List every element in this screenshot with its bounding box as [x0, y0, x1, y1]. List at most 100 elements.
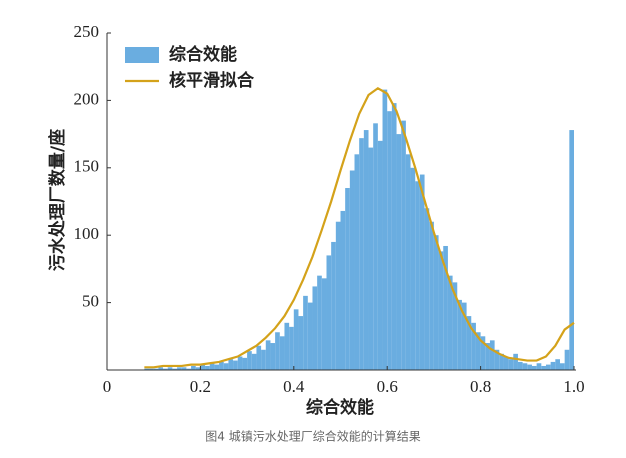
histogram-bar — [205, 365, 210, 370]
histogram-bar — [214, 364, 220, 370]
histogram-bar — [569, 130, 574, 370]
histogram-bar — [293, 309, 299, 370]
histogram-bar — [485, 343, 490, 370]
histogram-bar — [200, 364, 206, 370]
histogram-bar — [172, 368, 178, 370]
histogram-bar — [303, 295, 308, 370]
histogram-bar — [237, 356, 243, 370]
histogram-bar — [499, 353, 504, 370]
histogram-bar — [149, 368, 154, 370]
histogram-bar — [247, 351, 252, 370]
x-tick-label: 0.4 — [283, 377, 305, 396]
histogram-bar — [382, 89, 388, 370]
histogram-bar — [489, 340, 495, 370]
histogram-bar — [275, 332, 280, 370]
histogram-bar — [326, 255, 332, 370]
histogram-bar — [209, 363, 215, 370]
x-tick-label: 0.8 — [470, 377, 491, 396]
histogram-bar — [368, 147, 374, 370]
histogram-bar — [265, 340, 271, 370]
histogram-bar — [471, 322, 476, 370]
histogram-bar — [391, 103, 397, 370]
histogram-bar — [433, 235, 439, 370]
y-tick-label: 50 — [82, 292, 99, 311]
histogram-bar — [163, 368, 168, 370]
histogram-bar — [307, 302, 313, 370]
x-tick-label: 0.2 — [190, 377, 211, 396]
histogram-bar — [550, 361, 556, 370]
histogram-bar — [279, 336, 285, 370]
histogram-bar — [359, 138, 364, 370]
histogram-bar — [284, 322, 290, 370]
histogram-bar — [531, 365, 537, 370]
caption: 图4 城镇污水处理厂综合效能的计算结果 — [205, 429, 420, 444]
histogram-bar — [373, 123, 378, 370]
histogram-bar — [545, 364, 551, 370]
x-axis-label: 综合效能 — [306, 397, 374, 418]
histogram-bar — [438, 251, 444, 370]
histogram-bar — [457, 299, 462, 370]
y-tick-label: 200 — [74, 89, 100, 108]
histogram-bar — [312, 286, 318, 370]
histogram-bar — [494, 349, 500, 370]
histogram-bar — [349, 170, 355, 370]
histogram-bar — [466, 316, 472, 370]
histogram-bar — [298, 316, 304, 370]
histogram-bar — [461, 302, 467, 370]
histogram-bar — [223, 363, 229, 370]
histogram-bar — [167, 367, 173, 370]
histogram-bar — [219, 361, 224, 370]
histogram-bar — [251, 353, 257, 370]
legend-label: 综合效能 — [169, 44, 237, 65]
histogram-bar — [541, 365, 546, 370]
histogram-bar — [321, 278, 327, 370]
histogram-bar — [270, 343, 276, 370]
histogram-bar — [354, 154, 360, 370]
histogram-bar — [527, 364, 532, 370]
histogram-bar — [429, 221, 434, 370]
histogram-bar — [144, 368, 150, 370]
x-tick-label: 1.0 — [563, 377, 584, 396]
histogram-bar — [475, 332, 481, 370]
y-tick-label: 250 — [74, 22, 100, 41]
x-tick-label: 0 — [103, 377, 112, 396]
histogram-bar — [387, 111, 392, 371]
histogram-bar — [256, 345, 262, 370]
histogram-bar — [191, 365, 196, 370]
histogram-bar — [447, 275, 453, 370]
histogram-bar — [363, 130, 369, 370]
histogram-bar — [335, 221, 341, 370]
histogram-bar — [289, 326, 294, 370]
fit-line — [144, 86, 575, 369]
histogram-bar — [177, 367, 182, 370]
histogram-bar — [186, 368, 192, 370]
y-tick-label: 150 — [74, 157, 100, 176]
histogram-bar — [452, 282, 458, 370]
y-tick-label: 100 — [74, 224, 100, 243]
histogram-bar — [564, 349, 570, 370]
x-tick-label: 0.6 — [377, 377, 398, 396]
histogram-bar — [228, 359, 234, 370]
histogram-bar — [517, 361, 523, 370]
histogram-bar — [508, 359, 514, 370]
histogram-bar — [410, 167, 416, 370]
histogram-bar — [424, 208, 430, 370]
legend-swatch — [125, 47, 159, 63]
histogram-bar — [340, 210, 346, 370]
histogram-bar — [405, 154, 411, 370]
histogram-bar — [242, 357, 248, 370]
histogram-bar — [522, 363, 528, 370]
histogram-bar — [401, 120, 406, 371]
legend-label: 核平滑拟合 — [169, 70, 255, 91]
histogram-bar — [536, 363, 542, 370]
histogram-bar — [415, 181, 420, 370]
histogram-bar — [345, 188, 350, 370]
histogram-bar — [331, 241, 336, 370]
y-axis-label: 污水处理厂数量/座 — [47, 129, 68, 271]
histogram-bar — [233, 360, 238, 370]
histogram-bar — [377, 140, 383, 370]
histogram-bar — [158, 367, 164, 370]
histogram-bar — [181, 367, 187, 370]
histogram-bar — [396, 134, 402, 370]
